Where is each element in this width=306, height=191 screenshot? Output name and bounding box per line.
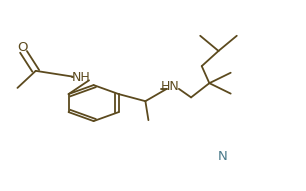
- Text: O: O: [17, 41, 27, 54]
- Text: NH: NH: [72, 71, 91, 84]
- Text: HN: HN: [160, 80, 179, 93]
- Text: N: N: [218, 150, 228, 163]
